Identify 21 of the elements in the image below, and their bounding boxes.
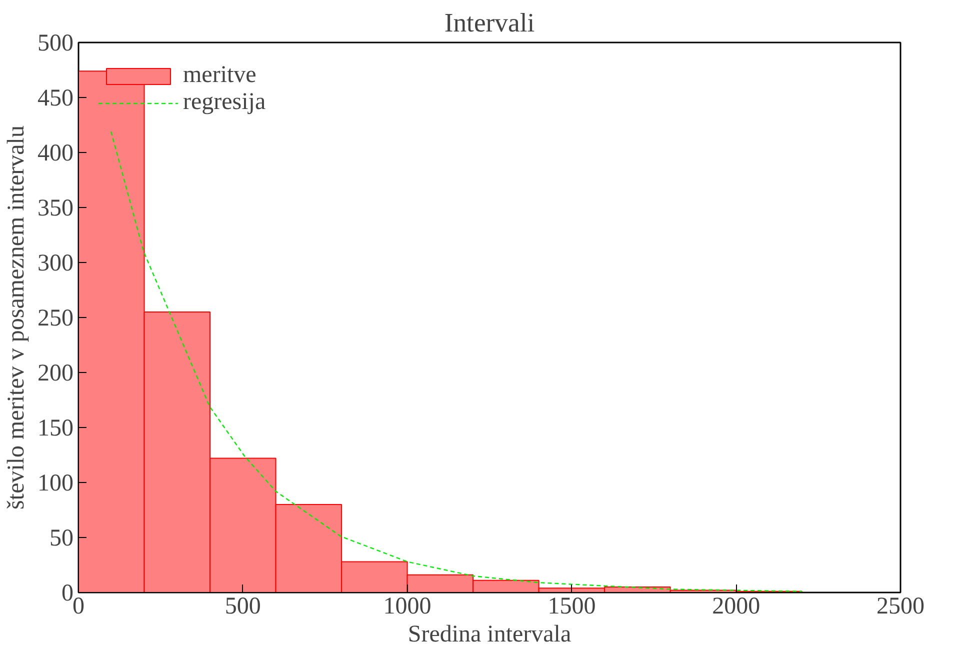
y-tick-label: 450	[38, 86, 74, 112]
y-axis-title: število meritev v posameznem intervalu	[4, 126, 30, 510]
x-tick-label: 2500	[876, 594, 924, 620]
x-tick-label: 2000	[712, 594, 760, 620]
y-tick-label: 300	[38, 250, 74, 276]
x-tick-label: 1500	[548, 594, 596, 620]
y-tick-label: 500	[38, 30, 74, 56]
y-tick-label: 100	[38, 470, 74, 496]
chart-title: Intervali	[444, 8, 535, 38]
x-tick-label: 1000	[383, 594, 432, 620]
legend-label: meritve	[183, 62, 256, 89]
y-tick-label: 250	[38, 306, 74, 332]
y-tick-label: 50	[50, 526, 74, 552]
legend-label: regresija	[183, 89, 266, 116]
y-tick-label: 200	[38, 360, 74, 386]
x-axis-title: Sredina intervala	[408, 622, 572, 648]
y-tick-label: 400	[38, 140, 74, 166]
y-tick-label: 350	[38, 196, 74, 222]
x-tick-label: 500	[224, 594, 261, 620]
line-series	[110, 131, 802, 592]
y-tick-label: 150	[38, 416, 74, 442]
